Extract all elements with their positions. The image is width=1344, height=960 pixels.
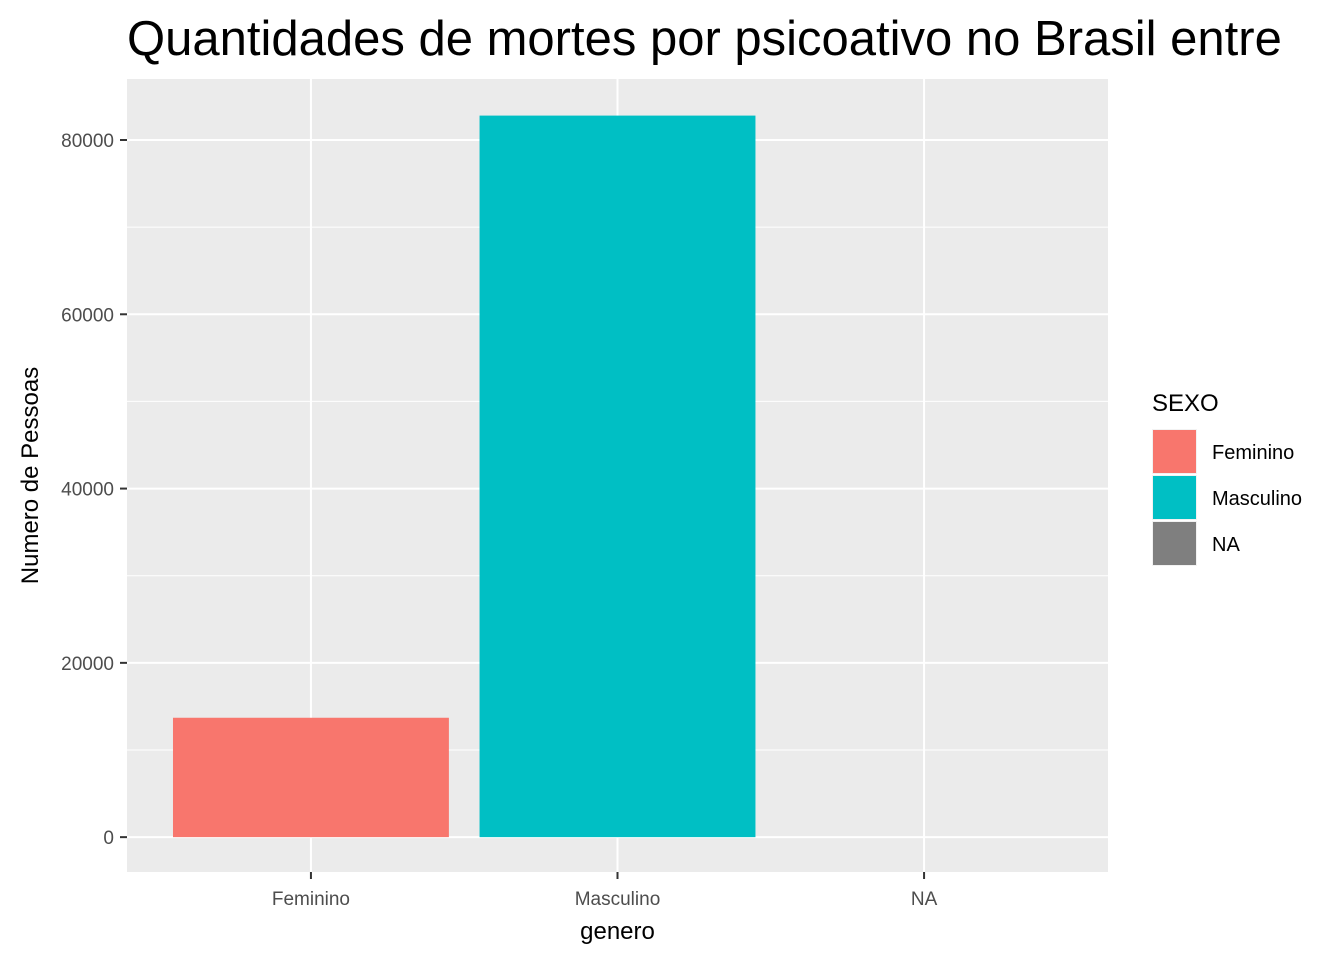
y-axis-title: Numero de Pessoas xyxy=(17,367,44,584)
chart-title: Quantidades de mortes por psicoativo no … xyxy=(127,12,1282,66)
bar-masculino xyxy=(479,115,756,838)
x-tick-label: Feminino xyxy=(272,889,350,910)
y-axis: 0 20000 40000 60000 80000 xyxy=(61,131,127,849)
y-tick-label: 60000 xyxy=(61,305,114,326)
legend-swatch-masculino xyxy=(1153,476,1196,519)
bar-feminino xyxy=(172,717,449,838)
x-tick-label: NA xyxy=(911,889,938,910)
legend-label-feminino: Feminino xyxy=(1212,442,1294,464)
y-tick-label: 80000 xyxy=(61,131,114,152)
chart-title-container: Quantidades de mortes por psicoativo no … xyxy=(127,4,1344,74)
x-axis: Feminino Masculino NA xyxy=(272,872,938,910)
x-axis-title: genero xyxy=(580,918,655,945)
legend-title: SEXO xyxy=(1152,390,1219,417)
y-tick-label: 0 xyxy=(103,828,114,849)
legend-swatch-na xyxy=(1153,522,1196,565)
x-tick-label: Masculino xyxy=(575,889,661,910)
legend-swatch-feminino xyxy=(1153,430,1196,473)
bars xyxy=(172,115,756,838)
y-tick-label: 20000 xyxy=(61,654,114,675)
legend-label-na: NA xyxy=(1212,534,1240,556)
y-tick-label: 40000 xyxy=(61,480,114,501)
legend-label-masculino: Masculino xyxy=(1212,488,1302,510)
legend: SEXO Feminino Masculino NA xyxy=(1152,390,1302,566)
